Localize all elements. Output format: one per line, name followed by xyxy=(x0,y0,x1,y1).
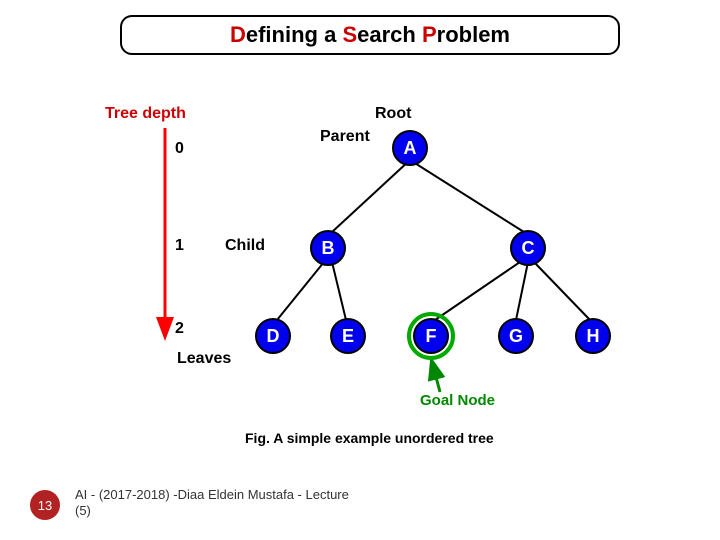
figure-caption: Fig. A simple example unordered tree xyxy=(245,430,494,446)
depth-1: 1 xyxy=(175,237,184,255)
node-h: H xyxy=(575,318,611,354)
title-box: Defining a Search Problem xyxy=(120,15,620,55)
edge-c-h xyxy=(534,262,590,320)
parent-label: Parent xyxy=(320,128,370,146)
edge-b-e xyxy=(332,262,346,320)
edge-a-b xyxy=(332,160,410,232)
edge-b-d xyxy=(277,262,324,320)
node-a: A xyxy=(392,130,428,166)
goal-node-label: Goal Node xyxy=(420,392,495,409)
title-part-1: efining a xyxy=(246,22,343,47)
depth-0: 0 xyxy=(175,140,184,158)
title-part-3: roblem xyxy=(437,22,510,47)
footer-line-2: (5) xyxy=(75,503,91,518)
title-part-2: earch xyxy=(357,22,422,47)
page-title: Defining a Search Problem xyxy=(230,22,510,48)
leaves-label: Leaves xyxy=(177,350,231,368)
footer-line-1: AI - (2017-2018) -Diaa Eldein Mustafa - … xyxy=(75,487,349,502)
edge-c-f xyxy=(435,262,520,320)
child-label: Child xyxy=(225,237,265,255)
node-b: B xyxy=(310,230,346,266)
root-label: Root xyxy=(375,105,411,123)
title-letter-d: D xyxy=(230,22,246,47)
depth-2: 2 xyxy=(175,320,184,338)
edge-a-c xyxy=(410,160,524,232)
diagram-svg xyxy=(0,0,720,540)
node-c: C xyxy=(510,230,546,266)
node-d: D xyxy=(255,318,291,354)
title-letter-s: S xyxy=(342,22,357,47)
title-letter-p: P xyxy=(422,22,437,47)
goal-arrow xyxy=(432,362,440,392)
node-f: F xyxy=(413,318,449,354)
slide-number: 13 xyxy=(30,490,60,520)
node-e: E xyxy=(330,318,366,354)
node-g: G xyxy=(498,318,534,354)
edge-c-g xyxy=(516,262,528,320)
tree-depth-label: Tree depth xyxy=(105,105,186,123)
